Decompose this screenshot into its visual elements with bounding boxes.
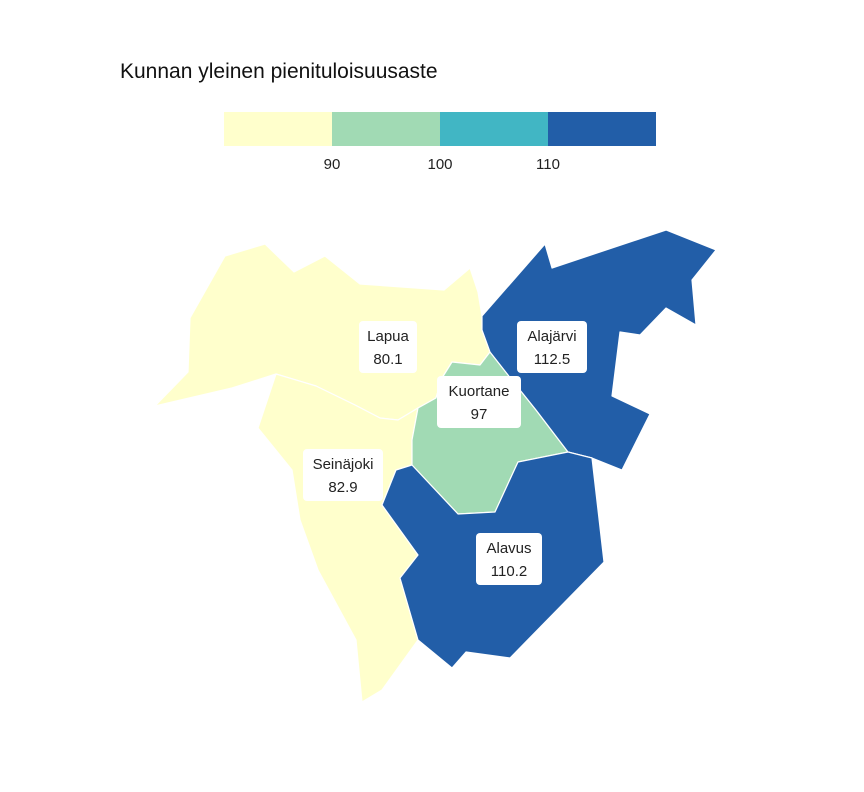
label-kuortane: Kuortane 97	[437, 376, 521, 428]
legend-tick-90: 90	[324, 156, 341, 173]
label-alajarvi: Alajärvi 112.5	[517, 321, 587, 373]
label-alavus-value: 110.2	[491, 563, 527, 580]
legend-bin-4	[548, 112, 656, 146]
map-title: Kunnan yleinen pienituloisuusaste	[120, 60, 438, 83]
label-alavus: Alavus 110.2	[476, 533, 542, 585]
legend-bin-3	[440, 112, 548, 146]
legend-tick-100: 100	[427, 156, 452, 173]
label-kuortane-name: Kuortane	[449, 383, 510, 400]
label-lapua: Lapua 80.1	[359, 321, 417, 373]
label-alajarvi-name: Alajärvi	[527, 328, 576, 345]
regions	[154, 229, 717, 703]
legend: 90 100 110	[224, 112, 656, 173]
label-kuortane-value: 97	[471, 406, 488, 423]
region-seinajoki	[257, 373, 419, 703]
label-alajarvi-value: 112.5	[534, 351, 570, 368]
legend-bin-1	[224, 112, 332, 146]
region-labels: Lapua 80.1 Seinäjoki 82.9 Kuortane 97 Al…	[303, 321, 587, 585]
label-seinajoki-name: Seinäjoki	[313, 456, 374, 473]
label-seinajoki: Seinäjoki 82.9	[303, 449, 383, 501]
legend-tick-110: 110	[536, 156, 560, 173]
label-lapua-name: Lapua	[367, 328, 409, 345]
legend-bin-2	[332, 112, 440, 146]
label-seinajoki-value: 82.9	[328, 479, 357, 496]
region-alajarvi	[481, 229, 717, 471]
label-alavus-name: Alavus	[486, 540, 531, 557]
label-lapua-value: 80.1	[373, 351, 402, 368]
